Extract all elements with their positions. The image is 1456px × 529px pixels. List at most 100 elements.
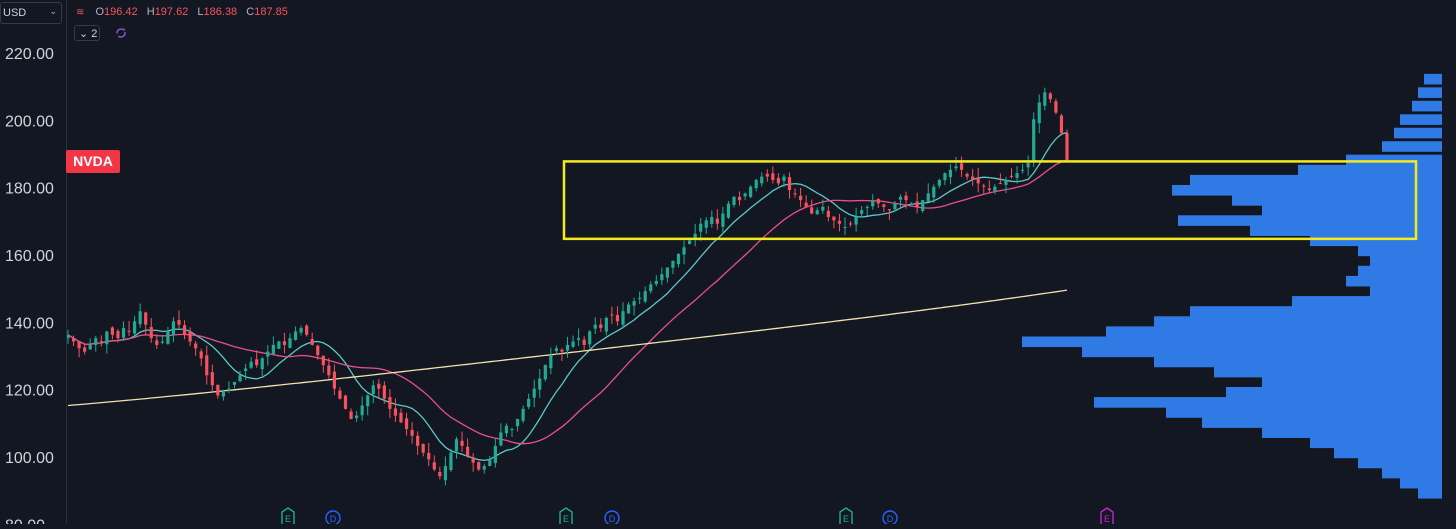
event-marker[interactable]: E bbox=[839, 507, 853, 527]
volume-profile-bar bbox=[1190, 306, 1442, 317]
candle-body bbox=[699, 223, 703, 232]
candle-body bbox=[510, 429, 514, 431]
volume-profile-bar bbox=[1358, 245, 1442, 257]
candle-body bbox=[799, 195, 803, 201]
high-value: 197.62 bbox=[154, 6, 189, 18]
candle-body bbox=[621, 311, 625, 325]
candle-body bbox=[99, 341, 103, 343]
candle-body bbox=[1021, 169, 1025, 171]
volume-profile-bar bbox=[1400, 114, 1442, 125]
chart-style-icon[interactable]: ≋ bbox=[76, 7, 85, 18]
candle-body bbox=[737, 196, 742, 201]
candle-body bbox=[654, 280, 658, 285]
candle-body bbox=[316, 345, 320, 355]
event-label: D bbox=[887, 514, 894, 524]
event-marker[interactable]: D bbox=[325, 510, 341, 526]
ticker-tag: NVDA bbox=[66, 150, 120, 173]
candle-body bbox=[549, 355, 553, 369]
event-marker[interactable]: E bbox=[559, 507, 573, 527]
candle-body bbox=[626, 304, 631, 314]
candle-body bbox=[921, 200, 925, 212]
volume-profile-bar bbox=[1082, 346, 1442, 358]
candle-body bbox=[1048, 93, 1052, 100]
candle-body bbox=[199, 351, 203, 359]
sync-icon[interactable] bbox=[115, 27, 127, 39]
y-tick-label: 180.00 bbox=[5, 181, 54, 198]
volume-profile-bar bbox=[1424, 73, 1442, 85]
volume-profile-bar bbox=[1346, 275, 1442, 287]
candle-body bbox=[632, 301, 636, 306]
candle-body bbox=[327, 365, 331, 376]
candle-body bbox=[88, 344, 92, 350]
candle-body bbox=[971, 176, 975, 180]
volume-profile-bar bbox=[1190, 174, 1442, 186]
candle-body bbox=[321, 355, 325, 366]
moving-averages bbox=[67, 131, 1068, 462]
candle-body bbox=[538, 378, 542, 390]
candle-body bbox=[449, 452, 453, 471]
event-marker[interactable]: D bbox=[604, 510, 620, 526]
candle-body bbox=[710, 216, 714, 225]
candle-body bbox=[810, 207, 814, 214]
currency-label: USD bbox=[3, 7, 27, 19]
candle-body bbox=[232, 381, 237, 385]
close-value: 187.85 bbox=[254, 6, 288, 18]
candle-body bbox=[871, 200, 875, 207]
candle-body bbox=[593, 324, 597, 329]
candle-body bbox=[1026, 163, 1030, 168]
volume-profile-bar bbox=[1382, 141, 1442, 152]
close-label: C bbox=[246, 6, 255, 18]
candle-body bbox=[715, 218, 719, 224]
candle-body bbox=[133, 321, 137, 334]
volume-profile-bar bbox=[1412, 100, 1442, 112]
volume-profile-bar bbox=[1370, 255, 1442, 267]
candle-body bbox=[293, 331, 298, 341]
event-marker[interactable]: E bbox=[281, 507, 295, 527]
volume-profile-bar bbox=[1358, 457, 1442, 469]
candle-body bbox=[249, 361, 253, 368]
candle-body bbox=[221, 392, 225, 397]
indicators-toggle[interactable]: ⌄ 2 bbox=[74, 25, 100, 41]
candle-body bbox=[399, 412, 403, 423]
event-label: D bbox=[330, 514, 337, 524]
volume-profile-bar bbox=[1382, 467, 1442, 479]
candle-body bbox=[382, 385, 386, 399]
candle-body bbox=[649, 284, 653, 292]
candle-body bbox=[665, 267, 669, 278]
candle-body bbox=[765, 173, 769, 177]
chevron-down-icon: ⌄ bbox=[79, 28, 89, 40]
volume-profile-bar bbox=[1172, 184, 1442, 196]
candle-body bbox=[932, 186, 936, 198]
open-value: 196.42 bbox=[104, 6, 138, 18]
candle-body bbox=[305, 325, 309, 335]
event-marker[interactable]: E bbox=[1100, 507, 1114, 527]
candle-body bbox=[427, 452, 431, 460]
candle-body bbox=[238, 375, 242, 382]
candle-body bbox=[171, 321, 176, 336]
y-tick-label: 160.00 bbox=[5, 248, 54, 265]
candle-body bbox=[565, 344, 570, 351]
volume-profile-bar bbox=[1334, 447, 1442, 459]
candle-body bbox=[965, 173, 969, 177]
event-marker[interactable]: D bbox=[882, 510, 898, 526]
candle-body bbox=[1032, 119, 1036, 162]
candle-body bbox=[643, 291, 647, 302]
candle-body bbox=[982, 185, 986, 187]
volume-profile-bar bbox=[1262, 376, 1442, 388]
candle-body bbox=[377, 383, 381, 389]
candle-body bbox=[116, 330, 120, 339]
candle-body bbox=[793, 193, 797, 195]
candle-body bbox=[915, 201, 919, 207]
candle-body bbox=[926, 193, 930, 202]
candle-body bbox=[454, 439, 459, 452]
candle-body bbox=[149, 326, 153, 339]
y-tick-label: 220.00 bbox=[5, 46, 54, 63]
candle-body bbox=[959, 163, 964, 170]
candle-body bbox=[360, 405, 364, 416]
currency-select[interactable]: USD ⌄ bbox=[0, 2, 62, 24]
candle-body bbox=[898, 196, 903, 200]
candle-body bbox=[771, 173, 775, 180]
